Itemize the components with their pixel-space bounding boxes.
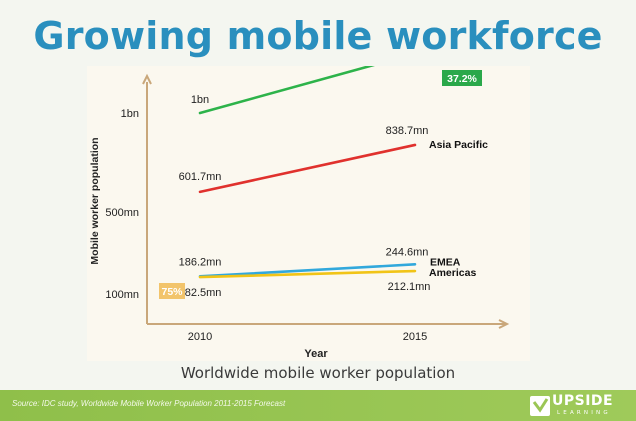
growth-badge <box>442 70 482 86</box>
series-line <box>198 269 417 279</box>
chart-background <box>87 66 530 361</box>
chart-caption: Worldwide mobile worker population <box>180 364 456 382</box>
y-axis-title: Mobile worker population <box>89 137 101 264</box>
data-label: 186.2mn <box>179 256 222 268</box>
source-citation: Source: IDC study, Worldwide Mobile Work… <box>12 399 286 408</box>
data-label: 1bn <box>191 94 209 106</box>
chart-series <box>198 66 417 279</box>
y-axis-arrow <box>142 73 152 85</box>
series-line <box>198 143 417 194</box>
data-label: 601.7mn <box>179 171 222 183</box>
x-tick-label: 2010 <box>188 331 212 343</box>
series-name-label: Asia Pacific <box>429 139 488 151</box>
footer-bar: Source: IDC study, Worldwide Mobile Work… <box>0 390 636 421</box>
data-label: 212.1mn <box>388 281 431 293</box>
y-tick-label: 500mn <box>105 207 139 219</box>
x-axis-title: Year <box>304 348 328 360</box>
mobile-workforce-line-chart: 1bn 500mn 100mn 2010 2015 Year Mobile worker p… <box>89 66 510 360</box>
chart-labels: 1bn 500mn 100mn 2010 2015 Year Mobile worker p… <box>89 70 488 360</box>
data-label: 182.5mn <box>179 287 222 299</box>
growth-badge-text: 37.2% <box>447 73 477 85</box>
y-tick-label: 1bn <box>121 108 139 120</box>
chart-axes <box>142 73 510 329</box>
x-tick-label: 2015 <box>403 331 427 343</box>
data-label: 838.7mn <box>386 125 429 137</box>
logo-name: UPSIDE <box>552 393 614 409</box>
x-axis-arrow <box>498 319 510 329</box>
y-tick-label: 100mn <box>105 289 139 301</box>
growth-badge-alt-text: 75% <box>161 286 183 298</box>
series-name-label: EMEA <box>430 256 461 268</box>
growth-badge-alt <box>159 283 185 299</box>
series-line <box>198 263 417 278</box>
slide-title: Growing mobile workforce <box>33 14 603 58</box>
series-name-label: Americas <box>429 267 476 279</box>
upside-learning-logo-icon <box>530 396 550 416</box>
logo-subtitle: LEARNING <box>557 410 611 416</box>
series-line <box>198 66 375 115</box>
data-label: 244.6mn <box>386 246 429 258</box>
upside-learning-logo: UPSIDE LEARNING <box>530 392 626 419</box>
